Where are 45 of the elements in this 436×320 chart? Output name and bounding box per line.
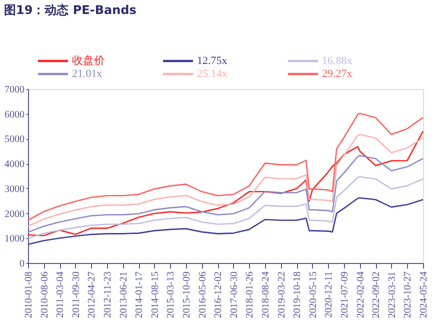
- x-tick-label: 2014-08-15: [150, 272, 161, 318]
- x-tick-label: 2010-01-08: [24, 272, 34, 318]
- legend-label: 21.01x: [72, 68, 103, 80]
- line-series: [27, 176, 424, 240]
- x-tick-label: 2017-06-30: [228, 272, 240, 318]
- y-tick-label: 0: [20, 258, 24, 270]
- x-tick-label: 2013-06-21: [118, 272, 130, 318]
- x-tick-label: 2024-05-24: [418, 272, 430, 318]
- x-tick-label: 2011-09-30: [70, 272, 82, 318]
- x-tick-label: 2010-08-06: [39, 272, 50, 318]
- y-tick-label: 3000: [4, 184, 24, 195]
- x-tick-label: 2016-05-06: [197, 272, 208, 318]
- x-tick-label: 2015-03-13: [166, 272, 177, 318]
- x-tick-label: 2022-09-02: [371, 272, 382, 318]
- x-tick-label: 2018-01-26: [244, 272, 256, 318]
- x-tick-label: 2023-10-27: [402, 272, 414, 318]
- x-tick-label: 2021-07-09: [340, 272, 350, 318]
- chart-title: 图19：动态 PE-Bands: [4, 3, 136, 17]
- y-tick-label: 2000: [4, 208, 24, 220]
- y-tick-label: 1000: [4, 234, 24, 245]
- legend-label: 收盘价: [72, 55, 105, 67]
- x-tick-label: 2019-10-18: [292, 272, 304, 318]
- legend-label: 12.75x: [197, 55, 228, 67]
- y-tick-label: 6000: [4, 109, 24, 120]
- x-tick-label: 2020-12-11: [324, 272, 335, 318]
- legend-label: 29.27x: [322, 68, 353, 80]
- x-tick-label: 2015-10-09: [182, 272, 192, 318]
- line-series: [27, 154, 424, 233]
- y-tick-label: 7000: [4, 84, 24, 96]
- x-tick-label: 2019-03-22: [276, 272, 288, 318]
- y-tick-label: 4000: [4, 159, 24, 170]
- x-tick-label: 2011-03-04: [55, 272, 66, 318]
- legend-label: 16.88x: [322, 55, 353, 67]
- x-tick-label: 2012-11-23: [102, 272, 114, 318]
- y-tick-label: 5000: [4, 134, 24, 146]
- x-tick-label: 2022-02-04: [355, 272, 366, 318]
- line-series: [27, 112, 424, 221]
- x-tick-label: 2012-04-27: [86, 272, 98, 318]
- legend-label: 25.14x: [197, 68, 228, 80]
- x-tick-label: 2016-12-02: [213, 272, 224, 318]
- x-tick-label: 2018-08-24: [260, 272, 272, 318]
- x-tick-label: 2020-05-15: [308, 272, 319, 318]
- x-tick-label: 2014-01-17: [134, 272, 146, 318]
- line-series: [27, 197, 424, 246]
- x-tick-label: 2023-03-31: [386, 272, 398, 318]
